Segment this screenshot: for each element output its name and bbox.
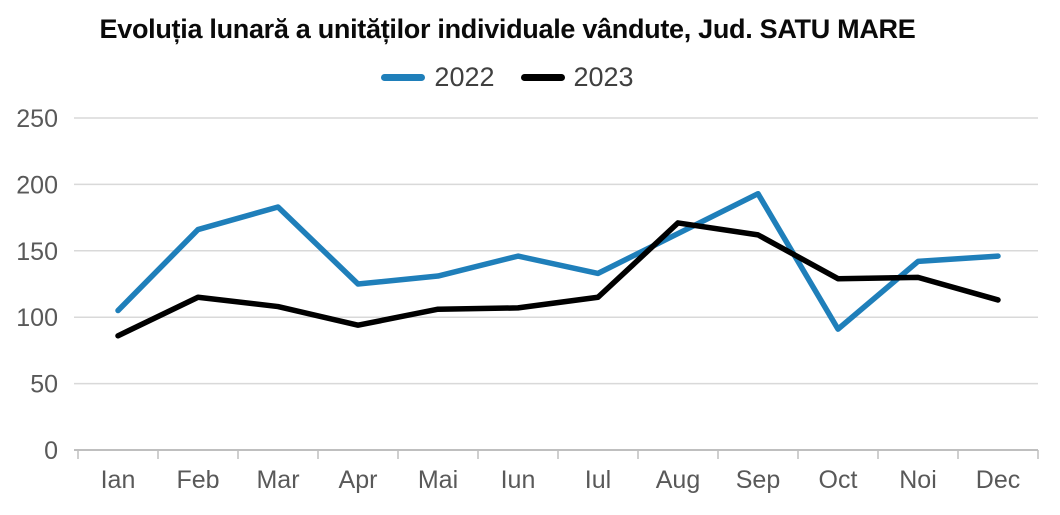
chart-title: Evoluția lunară a unităților individuale…	[99, 14, 916, 44]
y-axis-tick-label: 100	[16, 304, 58, 332]
legend-item-2022: 2022	[381, 62, 495, 93]
y-axis-tick-label: 200	[16, 171, 58, 199]
legend-swatch-icon	[381, 74, 426, 81]
legend-item-2023: 2023	[520, 62, 634, 93]
chart-legend: 2022 2023	[0, 62, 1015, 93]
x-axis-category-label: Ian	[101, 466, 136, 494]
x-axis-category-label: Mar	[256, 466, 299, 494]
legend-swatch-icon	[520, 74, 565, 81]
legend-label: 2023	[573, 62, 634, 92]
series-line-2023	[115, 220, 1001, 339]
x-axis-category-label: Mai	[418, 466, 458, 494]
x-axis-category-label: Oct	[819, 466, 858, 494]
x-axis-category-label: Feb	[176, 466, 219, 494]
x-axis-category-label: Sep	[736, 466, 780, 494]
x-axis-category-label: Noi	[899, 466, 937, 494]
series-line-2022	[115, 190, 1001, 332]
x-axis-category-label: Iul	[585, 466, 611, 494]
x-axis-category-label: Iun	[501, 466, 536, 494]
legend-label: 2022	[434, 62, 495, 92]
y-axis-tick-label: 250	[16, 105, 58, 133]
y-axis-tick-label: 150	[16, 238, 58, 266]
y-axis-tick-label: 0	[44, 437, 58, 465]
x-axis-category-label: Dec	[976, 466, 1020, 494]
x-axis-category-label: Aug	[656, 466, 700, 494]
x-axis-category-label: Apr	[339, 466, 378, 494]
y-axis-tick-label: 50	[30, 371, 58, 399]
